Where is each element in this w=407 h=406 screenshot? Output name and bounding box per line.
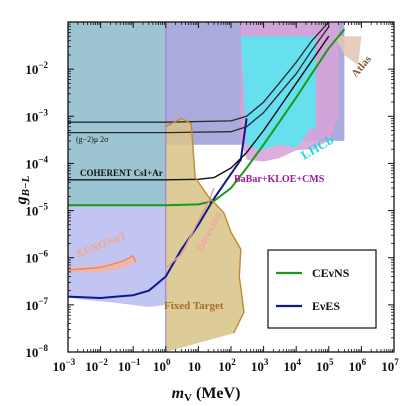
x-tick-label: 102 bbox=[218, 357, 236, 374]
y-tick-label: 10−6 bbox=[25, 249, 48, 266]
curve-ce-ns bbox=[68, 28, 346, 207]
region-fixed-target bbox=[165, 118, 244, 352]
y-tick-label: 10−7 bbox=[25, 296, 48, 313]
curve-fixed-target-edge bbox=[165, 117, 245, 334]
x-tick-label: 10−1 bbox=[118, 357, 141, 374]
region-lhcb bbox=[240, 36, 316, 150]
annotation-babar: BaBar+KLOE+CMS bbox=[234, 174, 325, 185]
x-axis-label: mV (MeV) bbox=[172, 385, 241, 404]
curve-g-2-2 bbox=[68, 26, 330, 134]
region-atlas bbox=[334, 36, 362, 66]
curve-xenonnt-curve bbox=[68, 255, 137, 271]
x-tick-label: 104 bbox=[283, 357, 301, 374]
x-tick-label: 10−3 bbox=[53, 357, 76, 374]
x-tick-label: 10 bbox=[188, 359, 201, 374]
legend-label-cevns: CEνNS bbox=[312, 266, 350, 280]
x-axis-ticks: 10−3 10−2 10−1 100 10 102 103 104 105 106 107 bbox=[53, 22, 399, 374]
annotation-gm2: (g−2)μ 2σ bbox=[76, 135, 109, 144]
constraint-curves bbox=[68, 22, 346, 334]
annotation-coherent: COHERENT CsI+Ar bbox=[80, 168, 163, 178]
legend: CEνNS EνES bbox=[267, 249, 377, 329]
y-tick-label: 10−2 bbox=[25, 60, 48, 77]
region-xenonnt bbox=[68, 255, 136, 272]
x-tick-label: 103 bbox=[251, 357, 269, 374]
x-tick-label: 106 bbox=[349, 357, 367, 374]
y-tick-label: 10−3 bbox=[25, 107, 48, 124]
exclusion-regions bbox=[68, 22, 362, 352]
legend-box bbox=[267, 249, 377, 329]
x-tick-label: 107 bbox=[381, 357, 399, 374]
y-axis-label: gB−L bbox=[13, 175, 32, 205]
annotation-fixed-target: Fixed Target bbox=[164, 300, 224, 312]
y-tick-label: 10−4 bbox=[25, 154, 48, 171]
region-beam-dump bbox=[68, 22, 166, 207]
region-low-mass bbox=[68, 206, 166, 307]
legend-label-eves: EνES bbox=[312, 299, 340, 313]
curve-e-es bbox=[68, 118, 248, 299]
x-tick-label: 10−2 bbox=[85, 357, 108, 374]
y-tick-label: 10−8 bbox=[25, 343, 48, 360]
curve-coherent-csi-ar bbox=[68, 35, 330, 181]
x-tick-label: 105 bbox=[316, 357, 334, 374]
x-tick-label: 100 bbox=[153, 357, 171, 374]
